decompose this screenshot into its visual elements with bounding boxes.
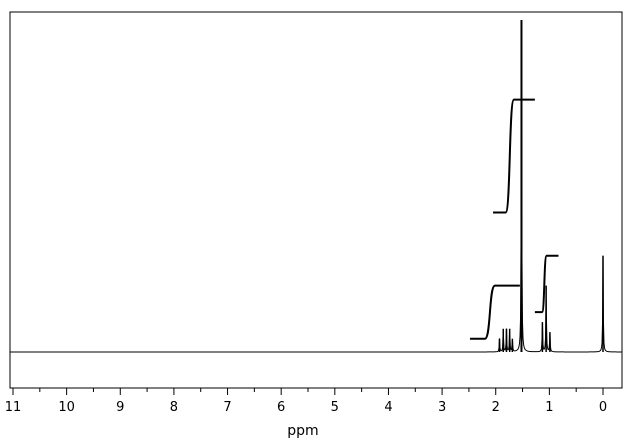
spectrum-trace xyxy=(10,20,623,353)
tick-label: 2 xyxy=(492,400,500,415)
integral-curve xyxy=(469,284,520,340)
spectrum-line xyxy=(10,22,623,353)
tick-label: 3 xyxy=(438,400,446,415)
tick-label: 6 xyxy=(277,400,285,415)
integral-curve xyxy=(534,254,559,314)
tick-label: 9 xyxy=(116,400,124,415)
tick-label: 8 xyxy=(170,400,178,415)
tick-label: 7 xyxy=(223,400,231,415)
tick-label: 4 xyxy=(384,400,392,415)
integral-curves xyxy=(469,98,559,340)
plot-frame xyxy=(9,11,623,389)
integral-curve xyxy=(493,98,535,214)
x-axis-ticks xyxy=(12,388,604,395)
tick-label: 5 xyxy=(331,400,339,415)
tick-label: 10 xyxy=(58,400,75,415)
tick-label: 11 xyxy=(5,400,22,415)
tick-label: 1 xyxy=(545,400,553,415)
x-axis-label: ppm xyxy=(287,423,318,439)
x-axis-tick-labels: 11 10 9 8 7 6 5 4 3 2 1 0 xyxy=(5,400,607,415)
tick-label: 0 xyxy=(599,400,607,415)
